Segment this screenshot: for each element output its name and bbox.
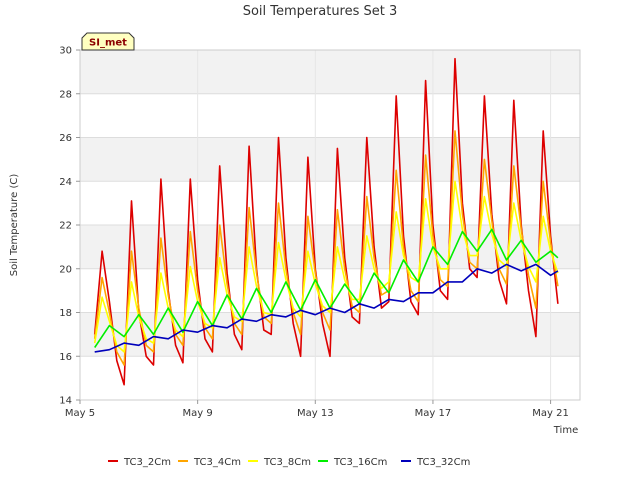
series-line-tc3-32cm — [94, 263, 559, 353]
grid-band — [80, 50, 580, 94]
chart-title: Soil Temperatures Set 3 — [243, 4, 398, 19]
legend-label: TC3_32Cm — [416, 457, 470, 468]
badge-shape — [81, 32, 135, 51]
badge-label: SI_met — [89, 38, 127, 49]
y-tick-label: 22 — [59, 221, 72, 232]
x-tick-label: May 21 — [532, 408, 569, 419]
y-tick-label: 24 — [59, 177, 72, 188]
x-tick-label: May 9 — [183, 408, 213, 419]
legend-label: TC3_16Cm — [333, 457, 387, 468]
x-axis-ticks: May 5 May 9 May 13 May 17 May 21 — [65, 400, 569, 419]
y-tick-label: 26 — [59, 133, 72, 144]
x-tick-label: May 13 — [297, 408, 334, 419]
y-tick-label: 16 — [59, 352, 72, 363]
y-tick-label: 28 — [59, 89, 72, 100]
x-axis-label: Time — [553, 425, 578, 436]
y-tick-label: 20 — [59, 264, 72, 275]
station-badge: SI_met — [81, 32, 135, 51]
grid-band — [80, 137, 580, 182]
y-tick-label: 18 — [59, 308, 72, 319]
legend: TC3_2Cm TC3_4Cm TC3_8Cm TC3_16Cm TC3_32Cm — [108, 457, 470, 468]
x-tick-label: May 5 — [65, 408, 95, 419]
y-tick-label: 30 — [59, 46, 72, 57]
x-tick-label: May 17 — [415, 408, 452, 419]
y-tick-label: 14 — [59, 396, 72, 407]
legend-label: TC3_4Cm — [193, 457, 241, 468]
grid-band — [80, 225, 580, 269]
legend-label: TC3_2Cm — [123, 457, 171, 468]
y-axis-ticks: 14 16 18 20 22 24 26 28 30 — [59, 46, 80, 407]
legend-label: TC3_8Cm — [263, 457, 311, 468]
series-lines — [93, 57, 559, 386]
y-axis-label: Soil Temperature (C) — [9, 174, 20, 277]
